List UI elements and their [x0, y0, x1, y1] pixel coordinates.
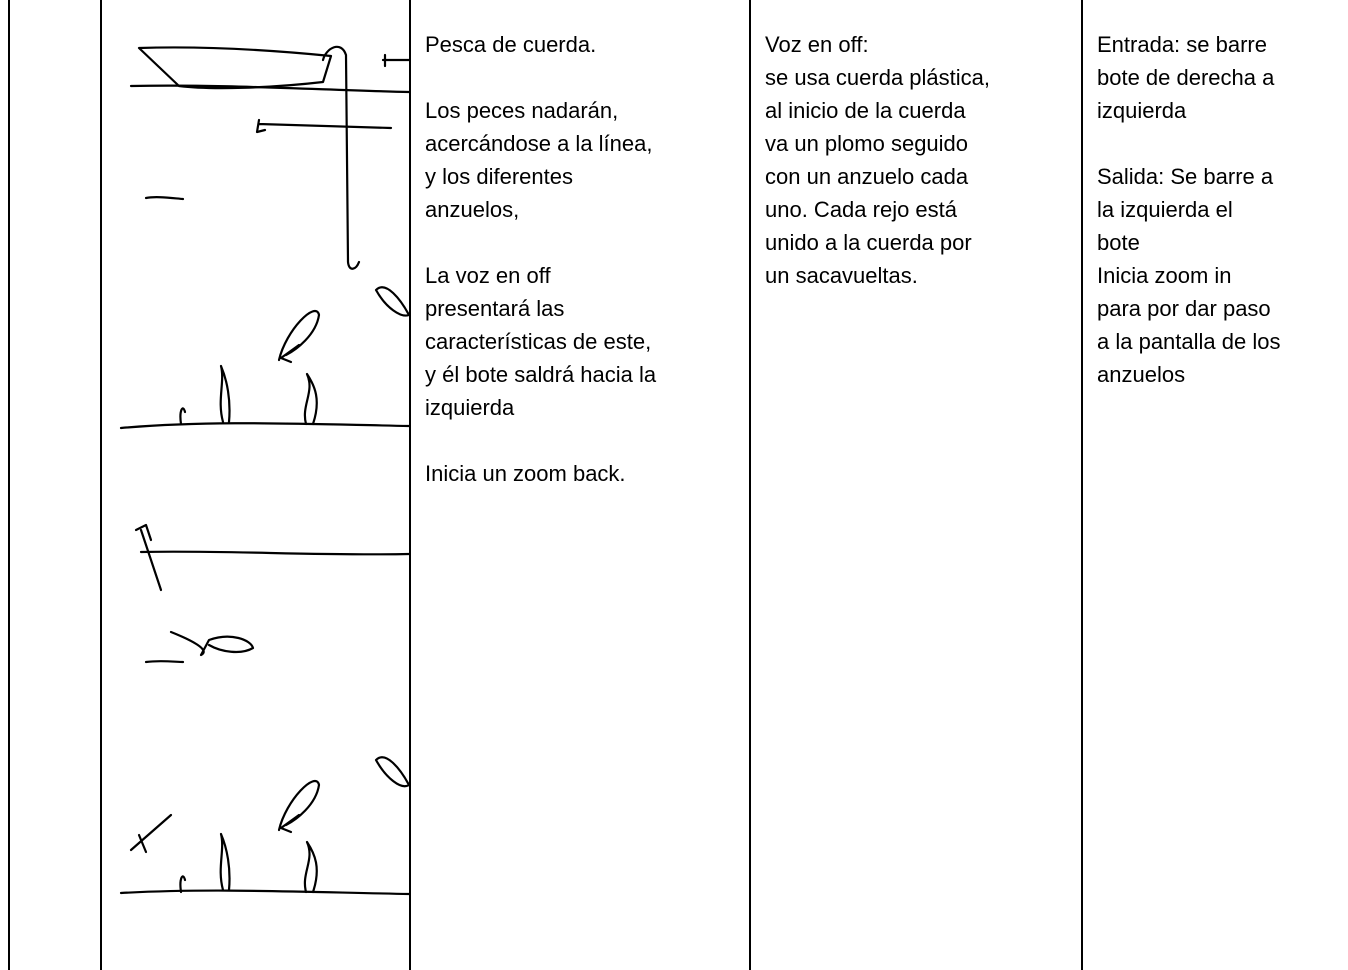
text-line: Inicia zoom in	[1097, 263, 1232, 288]
text-line: para por dar paso	[1097, 296, 1271, 321]
text-line: anzuelos,	[425, 197, 520, 222]
paragraph: Voz en off: se usa cuerda plástica, al ini…	[765, 28, 990, 292]
table-border	[749, 0, 751, 970]
table-cell: Voz en off: se usa cuerda plástica, al ini…	[765, 28, 990, 325]
text-line: izquierda	[1097, 98, 1187, 123]
text-line: Salida: Se barre a	[1097, 164, 1274, 189]
paragraph: Salida: Se barre a la izquierda el bote Ini…	[1097, 160, 1280, 391]
storyboard-sketch	[119, 45, 409, 896]
table-border	[8, 0, 10, 970]
text-line: anzuelos	[1097, 362, 1186, 387]
paragraph: Entrada: se barre bote de derecha a izquie…	[1097, 28, 1280, 127]
text-line: Voz en off:	[765, 32, 869, 57]
text-line: acercándose a la línea,	[425, 131, 653, 156]
table-border	[1081, 0, 1083, 970]
text-line: Entrada: se barre	[1097, 32, 1267, 57]
paragraph: Inicia un zoom back.	[425, 457, 656, 490]
table-cell: Pesca de cuerda. Los peces nadarán, acercá…	[425, 28, 656, 523]
text-line: bote	[1097, 230, 1140, 255]
text-line: va un plomo seguido	[765, 131, 969, 156]
text-line: la izquierda el	[1097, 197, 1233, 222]
text-line: presentará las	[425, 296, 565, 321]
text-line: bote de derecha a	[1097, 65, 1275, 90]
table-border	[100, 0, 102, 970]
text-line: uno. Cada rejo está	[765, 197, 958, 222]
text-line: con un anzuelo cada	[765, 164, 969, 189]
paragraph: Los peces nadarán, acercándose a la línea…	[425, 94, 656, 226]
text-line: y él bote saldrá hacia la	[425, 362, 657, 387]
text-line: La voz en off	[425, 263, 551, 288]
table-border	[409, 0, 411, 970]
text-line: al inicio de la cuerda	[765, 98, 966, 123]
text-line: izquierda	[425, 395, 515, 420]
text-line: se usa cuerda plástica,	[765, 65, 991, 90]
text-line: Inicia un zoom back.	[425, 461, 626, 486]
paragraph: La voz en off presentará las característic…	[425, 259, 656, 424]
text-line: Pesca de cuerda.	[425, 32, 597, 57]
text-line: y los diferentes	[425, 164, 573, 189]
text-line: características de este,	[425, 329, 652, 354]
table-cell: Entrada: se barre bote de derecha a izquie…	[1097, 28, 1280, 424]
text-line: un sacavueltas.	[765, 263, 918, 288]
paragraph: Pesca de cuerda.	[425, 28, 656, 61]
text-line: unido a la cuerda por	[765, 230, 972, 255]
text-line: a la pantalla de los	[1097, 329, 1281, 354]
text-line: Los peces nadarán,	[425, 98, 619, 123]
